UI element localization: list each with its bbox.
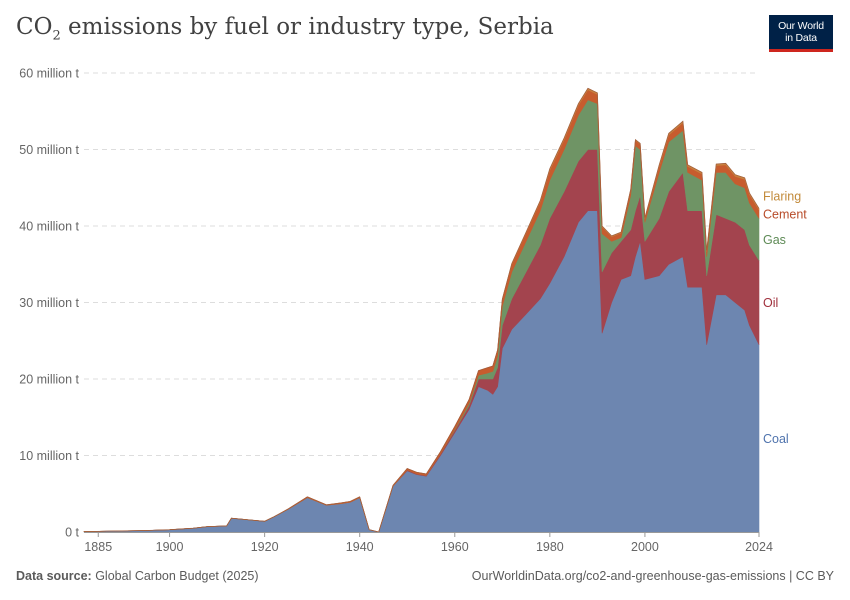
y-tick-label-6: 60 million t (19, 67, 79, 81)
data-source-value: Global Carbon Budget (2025) (91, 569, 259, 583)
series-label-coal: Coal (763, 432, 789, 446)
series-label-oil: Oil (763, 296, 778, 310)
title-part-2: emissions by fuel or industry type, Serb… (60, 14, 554, 40)
data-source-label: Data source: (16, 569, 92, 583)
stacked-areas (83, 87, 760, 533)
title-subscript: 2 (52, 28, 61, 44)
owid-logo[interactable]: Our World in Data (769, 15, 833, 52)
x-tick-label-1: 1900 (156, 540, 184, 554)
x-tick-label-5: 1980 (536, 540, 564, 554)
axes: 0 t 10 million t 20 million t 30 million t 4… (19, 67, 773, 555)
y-tick-label-3: 30 million t (19, 296, 79, 310)
logo-line-1: Our World (778, 20, 824, 32)
x-tick-label-7: 2024 (745, 540, 773, 554)
x-tick-label-2: 1920 (251, 540, 279, 554)
logo-line-2: in Data (785, 32, 817, 44)
series-label-flaring: Flaring (763, 190, 801, 204)
series-label-gas: Gas (763, 233, 786, 247)
source-url[interactable]: OurWorldinData.org/co2-and-greenhouse-ga… (471, 569, 834, 583)
x-tick-label-4: 1960 (441, 540, 469, 554)
series-label-cement: Cement (763, 208, 807, 222)
title-part-1: CO (16, 14, 53, 40)
chart-title: CO2 emissions by fuel or industry type, … (16, 14, 554, 44)
y-tick-label-2: 20 million t (19, 373, 79, 387)
x-tick-label-0: 1885 (84, 540, 112, 554)
y-tick-label-1: 10 million t (19, 449, 79, 463)
x-tick-label-6: 2000 (631, 540, 659, 554)
x-tick-label-3: 1940 (346, 540, 374, 554)
total-outline (83, 87, 760, 533)
y-tick-label-5: 50 million t (19, 143, 79, 157)
y-tick-label-4: 40 million t (19, 220, 79, 234)
data-source: Data source: Global Carbon Budget (2025) (16, 569, 259, 583)
series-labels: Flaring Cement Gas Oil Coal (763, 190, 807, 446)
y-tick-label-0: 0 t (65, 526, 79, 540)
